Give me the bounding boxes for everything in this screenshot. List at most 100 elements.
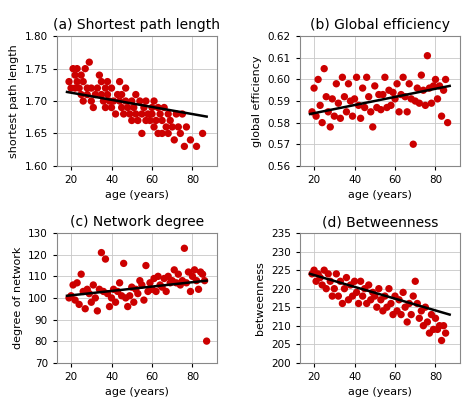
Point: [337, 278, 344, 285]
Point: [199, 130, 206, 137]
Point: [152, 288, 160, 295]
Point: [173, 111, 180, 117]
Point: [75, 85, 83, 91]
Point: [80, 98, 87, 104]
Point: [182, 280, 190, 286]
Point: [65, 78, 73, 85]
Point: [421, 102, 429, 108]
Point: [399, 74, 407, 81]
Point: [122, 85, 129, 91]
Point: [73, 280, 81, 286]
Point: [333, 271, 340, 277]
Point: [436, 83, 443, 89]
Point: [405, 81, 413, 87]
Point: [345, 81, 352, 87]
Point: [365, 282, 373, 288]
Point: [320, 65, 328, 72]
Point: [442, 76, 449, 83]
Point: [142, 98, 150, 104]
Point: [138, 282, 146, 288]
Point: [349, 113, 356, 119]
Point: [322, 285, 330, 292]
Point: [381, 293, 389, 299]
Point: [201, 277, 209, 284]
Point: [379, 307, 387, 314]
X-axis label: age (years): age (years): [105, 387, 169, 397]
Point: [421, 304, 429, 310]
Point: [385, 87, 393, 93]
Point: [191, 267, 198, 273]
Point: [314, 76, 322, 83]
Point: [426, 85, 433, 91]
Point: [377, 106, 384, 113]
Point: [67, 85, 75, 91]
Point: [120, 111, 128, 117]
Title: (d) Betweenness: (d) Betweenness: [322, 215, 438, 229]
Point: [116, 280, 123, 286]
Point: [118, 104, 126, 111]
Point: [438, 337, 446, 344]
Point: [88, 85, 95, 91]
Point: [335, 100, 342, 106]
Point: [82, 65, 89, 72]
Point: [142, 262, 150, 269]
Point: [379, 91, 387, 98]
Point: [312, 113, 320, 119]
Point: [150, 124, 158, 130]
Point: [401, 93, 409, 100]
Point: [148, 111, 156, 117]
Point: [112, 111, 119, 117]
Point: [369, 124, 376, 130]
Point: [327, 124, 334, 130]
Point: [124, 104, 131, 111]
Point: [324, 271, 332, 277]
Point: [65, 295, 73, 301]
Point: [128, 98, 136, 104]
Point: [104, 91, 111, 98]
Point: [410, 141, 417, 147]
Point: [112, 299, 119, 305]
Point: [391, 293, 399, 299]
Point: [383, 304, 391, 310]
Point: [104, 291, 111, 297]
Point: [429, 83, 437, 89]
Point: [361, 104, 368, 111]
Point: [416, 100, 423, 106]
Point: [122, 98, 129, 104]
Y-axis label: degree of network: degree of network: [12, 247, 23, 349]
Point: [413, 85, 421, 91]
Point: [377, 297, 384, 303]
Point: [181, 245, 188, 251]
Point: [168, 124, 176, 130]
Point: [114, 91, 121, 98]
Point: [393, 307, 401, 314]
Point: [349, 293, 356, 299]
Point: [122, 295, 129, 301]
Point: [189, 273, 196, 280]
Point: [395, 109, 403, 115]
Point: [91, 295, 99, 301]
Point: [67, 293, 75, 299]
Point: [397, 312, 405, 318]
Point: [136, 98, 144, 104]
Point: [77, 72, 85, 78]
Point: [381, 74, 389, 81]
Point: [319, 119, 326, 126]
Point: [108, 104, 115, 111]
Point: [98, 249, 105, 256]
Point: [418, 72, 425, 78]
Point: [338, 300, 346, 307]
Point: [361, 285, 368, 292]
Point: [322, 93, 330, 100]
Point: [150, 98, 158, 104]
Point: [98, 91, 105, 98]
Point: [120, 260, 128, 267]
Point: [401, 304, 409, 310]
Point: [90, 104, 97, 111]
Point: [164, 130, 172, 137]
Point: [174, 271, 182, 277]
Point: [355, 102, 363, 108]
Point: [98, 78, 105, 85]
Point: [373, 104, 381, 111]
Point: [333, 81, 340, 87]
